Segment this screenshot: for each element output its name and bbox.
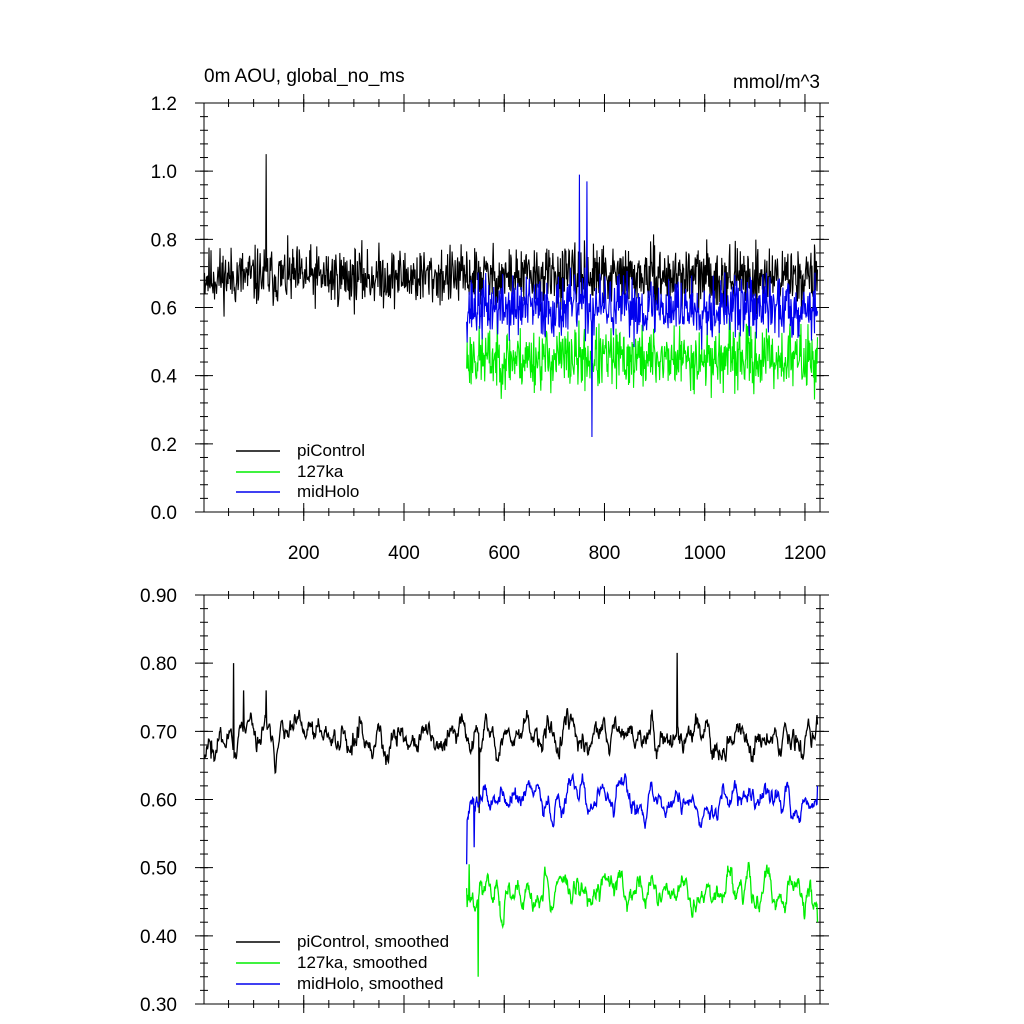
series-line-127ka-smoothed (465, 861, 819, 977)
top-x-tick-labels: 200 400 600 800 1000 1200 (288, 543, 826, 564)
series-line-midholo-smoothed (465, 772, 819, 865)
legend-label-midholo: midHolo (297, 482, 359, 501)
y-tick-label: 1.2 (151, 94, 177, 115)
y-tick-label: 0.2 (151, 435, 177, 456)
top-y-tick-labels: 0.0 0.2 0.4 0.6 0.8 1.0 1.2 (151, 94, 178, 524)
chart-title: 0m AOU, global_no_ms (204, 66, 405, 87)
series-line-127ka (466, 315, 819, 400)
legend-label-picontrol: piControl (297, 441, 365, 460)
y-tick-label: 0.90 (140, 586, 177, 607)
x-tick-label: 800 (589, 543, 621, 564)
legend-label-127ka-smoothed: 127ka, smoothed (297, 953, 427, 972)
top-plot-frame (203, 102, 821, 513)
top-plot-area (203, 154, 819, 438)
x-tick-label: 1000 (684, 543, 726, 564)
bottom-legend: piControl, smoothed 127ka, smoothed midH… (236, 932, 449, 993)
legend-label-127ka: 127ka (297, 462, 344, 481)
x-tick-label: 600 (488, 543, 520, 564)
y-tick-label: 0.50 (140, 859, 177, 880)
x-tick-label: 200 (288, 543, 320, 564)
bottom-y-tick-labels: 0.30 0.40 0.50 0.60 0.70 0.80 0.90 (140, 586, 177, 1016)
units-label: mmol/m^3 (733, 72, 820, 93)
panel-bottom: 0.30 0.40 0.50 0.60 0.70 0.80 0.90 piCon… (140, 586, 829, 1016)
bottom-plot-frame (203, 594, 821, 1005)
x-tick-label: 1200 (784, 543, 826, 564)
series-line-midholo (466, 174, 819, 438)
y-tick-label: 0.30 (140, 995, 177, 1016)
y-tick-label: 0.70 (140, 722, 177, 743)
y-tick-label: 0.0 (151, 503, 177, 524)
y-tick-label: 0.4 (151, 367, 178, 388)
bottom-plot-area (203, 652, 819, 977)
y-tick-label: 0.8 (151, 230, 177, 251)
y-tick-label: 1.0 (151, 162, 177, 183)
series-line-picontrol-smoothed (203, 652, 819, 814)
legend-label-midholo-smoothed: midHolo, smoothed (297, 974, 443, 993)
y-tick-label: 0.80 (140, 654, 177, 675)
x-tick-label: 400 (388, 543, 420, 564)
y-tick-label: 0.40 (140, 927, 177, 948)
y-tick-label: 0.6 (151, 299, 177, 320)
panel-top: 0m AOU, global_no_ms mmol/m^3 0.0 0.2 0.… (151, 66, 829, 564)
legend-label-picontrol-smoothed: piControl, smoothed (297, 932, 449, 951)
top-legend: piControl 127ka midHolo (236, 441, 365, 501)
y-tick-label: 0.60 (140, 791, 177, 812)
series-line-picontrol (203, 154, 819, 317)
